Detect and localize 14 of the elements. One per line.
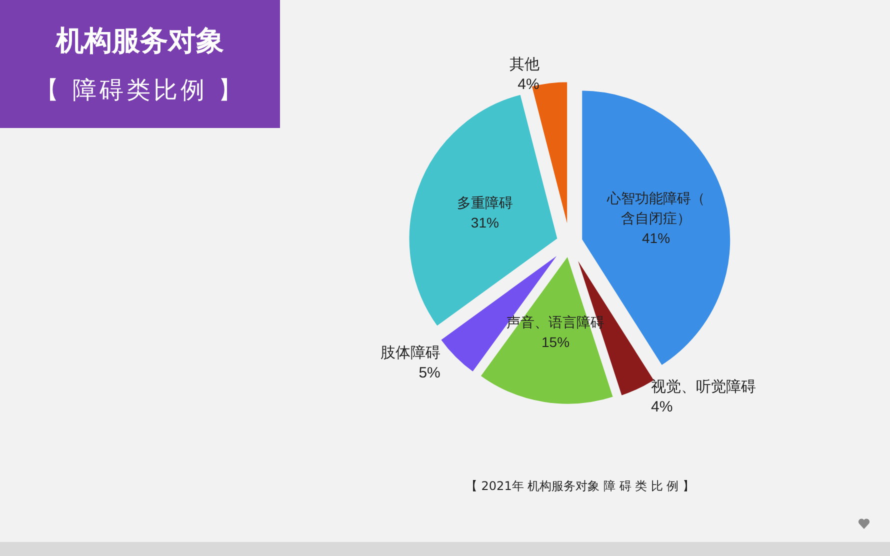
slice-label: 肢体障碍 (380, 344, 440, 362)
data-label: 4% (518, 76, 540, 93)
slice-label: 其他 (509, 56, 540, 73)
data-label: 31% (470, 214, 499, 231)
text: 【 2021年 机构服务对象 障 碍 类 比 例 】 (464, 478, 696, 495)
slice-label: 心智功能障碍（含自闭症） (606, 190, 706, 226)
text: 机构服务对象 (54, 23, 225, 59)
slice-label: 视觉、听觉障碍 (650, 378, 756, 396)
data-label: 5% (418, 364, 440, 382)
slice-label: 多重障碍 (456, 194, 513, 211)
text: 【 障碍类比例 】 (34, 75, 246, 106)
data-label: 15% (542, 334, 570, 350)
data-label: 4% (650, 398, 673, 416)
data-label: 41% (642, 230, 670, 246)
